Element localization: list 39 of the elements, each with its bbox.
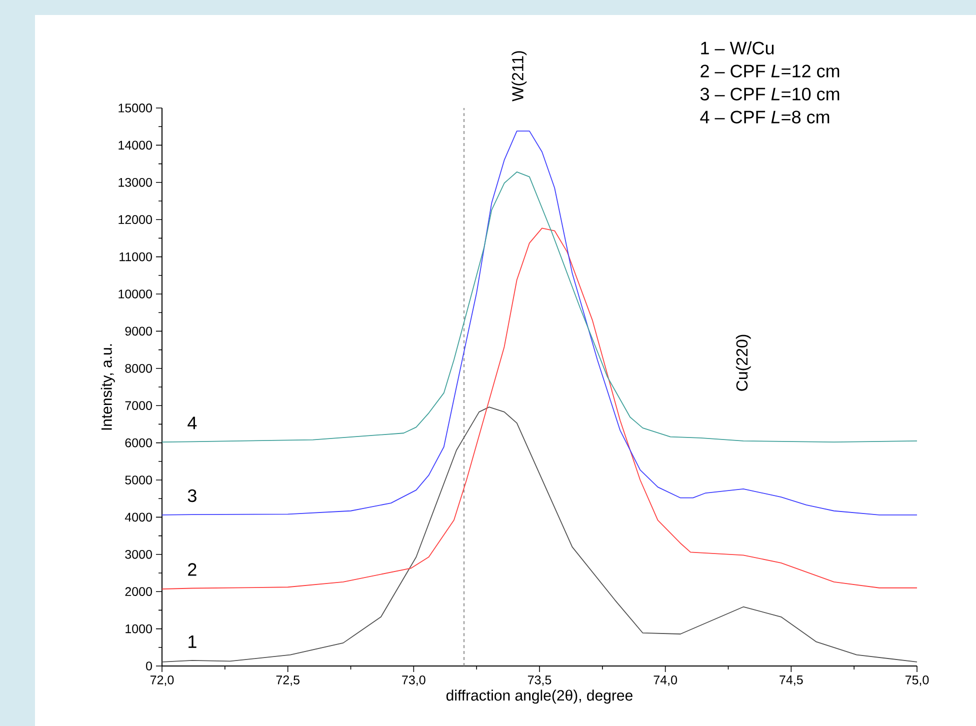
line-series — [162, 172, 918, 442]
y-tick-label: 5000 — [125, 476, 152, 484]
y-tick-label: 7000 — [125, 401, 152, 410]
y-tick-label: 4000 — [124, 512, 152, 522]
series-label: 4 — [188, 416, 197, 430]
annotation: Cu(220) — [736, 334, 751, 391]
text: 1 – W/Cu — [701, 41, 774, 54]
y-tick-label: 3000 — [125, 550, 152, 559]
series-label: 3 — [188, 489, 196, 502]
y-tick-label: 11000 — [120, 252, 152, 262]
text: 3 – CPF L=10 cm — [700, 88, 840, 100]
line-series — [162, 228, 918, 590]
y-tick-label: 10000 — [118, 290, 152, 298]
line-series — [162, 406, 918, 662]
x-tick-label: 73,5 — [528, 676, 552, 686]
text: 2 – CPF L=12 cm — [700, 64, 840, 78]
x-tick-label: 73,0 — [402, 676, 426, 686]
x-tick-label: 72,0 — [150, 676, 174, 686]
y-tick-label: 2000 — [125, 587, 152, 596]
y-tick-label: 8000 — [125, 364, 152, 373]
text: W(211) — [512, 51, 527, 102]
series-label: 2 — [188, 563, 196, 576]
y-tick-label: 6000 — [125, 438, 152, 448]
y-tick-label: 12000 — [118, 215, 152, 224]
x-tick-label: 74,5 — [780, 676, 803, 686]
y-tick-label: 13000 — [118, 178, 152, 187]
series-label: 1 — [188, 636, 196, 648]
line-series — [162, 130, 918, 516]
y-tick-label: 1000 — [126, 624, 152, 634]
y-tick-label: 0 — [146, 662, 152, 670]
y-axis-title: Intensity, a.u. — [100, 344, 115, 430]
x-axis-title: diffraction angle(2θ), degree — [446, 690, 632, 704]
x-tick-label: 75,0 — [905, 676, 929, 686]
y-tick-label: 15000 — [118, 104, 152, 112]
y-tick-label: 14000 — [118, 140, 152, 150]
x-tick-label: 72,5 — [276, 676, 300, 686]
y-tick-label: 9000 — [125, 326, 152, 336]
x-tick-label: 74,0 — [654, 676, 678, 686]
annotation: 4 – CPF L=8 cm — [700, 110, 830, 124]
